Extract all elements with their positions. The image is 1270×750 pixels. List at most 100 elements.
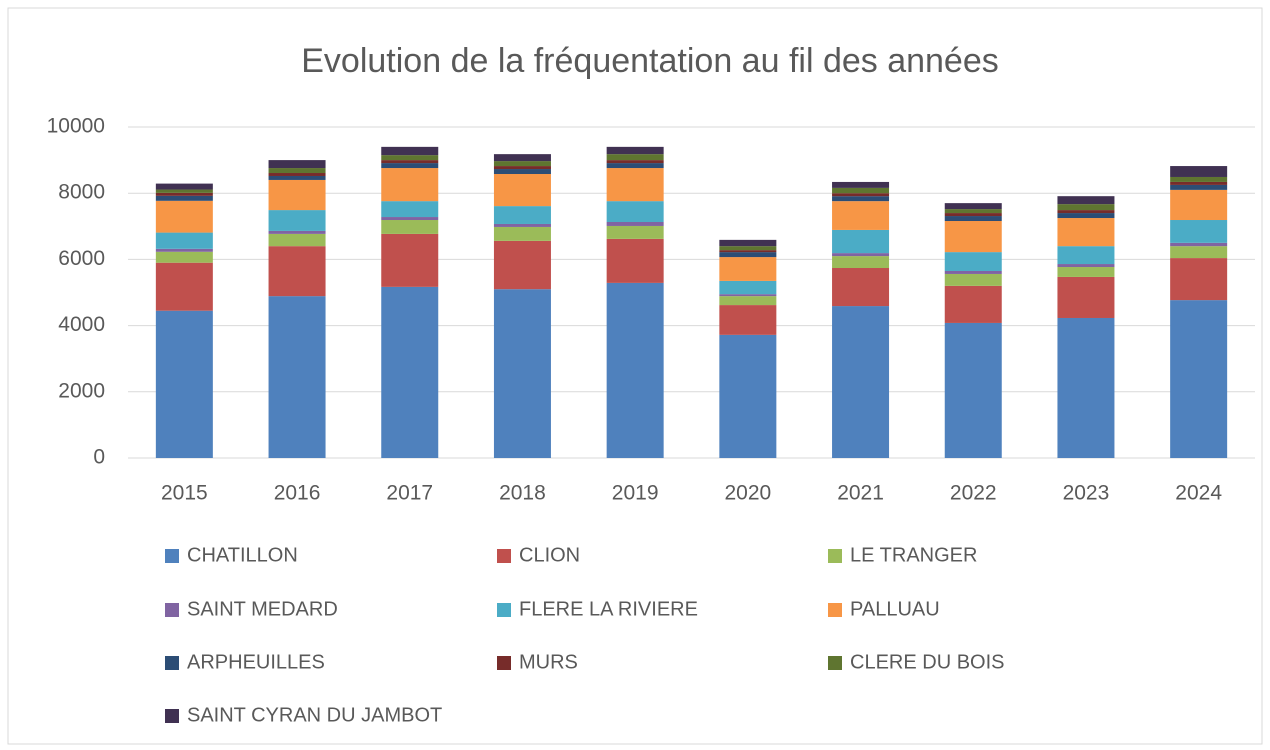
bar-segment xyxy=(268,230,326,234)
legend-label: SAINT MEDARD xyxy=(187,598,338,620)
bar-segment xyxy=(1057,196,1115,205)
bar-segment xyxy=(268,296,326,458)
bar-segment xyxy=(493,174,551,207)
bar-segment xyxy=(155,310,213,458)
bar-segment xyxy=(944,209,1002,214)
bar-segment xyxy=(268,233,326,247)
bar-segment xyxy=(944,216,1002,222)
bar-segment xyxy=(268,173,326,176)
bar-segment xyxy=(155,262,213,311)
bar-segment xyxy=(719,334,777,458)
bar-segment xyxy=(1057,317,1115,458)
bar-segment xyxy=(493,289,551,458)
legend-label: CHATILLON xyxy=(187,544,298,566)
bar-segment xyxy=(1057,246,1115,265)
bar-segment xyxy=(1170,176,1228,182)
x-tick-label: 2016 xyxy=(274,482,321,505)
bar-segment xyxy=(944,322,1002,458)
x-tick-label: 2024 xyxy=(1175,482,1222,505)
legend-swatch xyxy=(828,656,842,670)
bar-segment xyxy=(719,250,777,253)
bar-segment xyxy=(944,285,1002,323)
bar-segment xyxy=(1057,267,1115,277)
bar-segment xyxy=(719,257,777,281)
bar-segment xyxy=(832,201,890,230)
bar-segment xyxy=(1170,166,1228,177)
legend-label: CLION xyxy=(519,544,580,566)
bar-segment xyxy=(832,253,890,257)
bar-segment xyxy=(155,195,213,201)
bar-segment xyxy=(719,246,777,251)
bar-segment xyxy=(493,154,551,162)
legend-swatch xyxy=(165,603,179,617)
bar-segment xyxy=(1170,258,1228,301)
y-tick-label: 10000 xyxy=(47,115,105,138)
bar-segment xyxy=(832,306,890,458)
bar-segment xyxy=(268,246,326,297)
bar-segment xyxy=(719,296,777,306)
y-tick-label: 2000 xyxy=(58,379,105,402)
bar-segment xyxy=(381,220,439,234)
y-tick-label: 4000 xyxy=(58,313,105,336)
bar-segment xyxy=(493,223,551,227)
legend-label: PALLUAU xyxy=(850,598,940,620)
legend-label: CLERE DU BOIS xyxy=(850,651,1004,673)
bar-segment xyxy=(381,155,439,161)
bar-segment xyxy=(944,273,1002,286)
bar-segment xyxy=(1170,242,1228,247)
bar-segment xyxy=(381,168,439,202)
bar-segment xyxy=(832,187,890,194)
bar-segment xyxy=(944,203,1002,210)
bar-segment xyxy=(1170,300,1228,458)
bar-segment xyxy=(719,239,777,247)
legend-label: SAINT CYRAN DU JAMBOT xyxy=(187,704,442,726)
bar-segment xyxy=(268,168,326,174)
bar-segment xyxy=(606,225,664,239)
y-tick-label: 8000 xyxy=(58,181,105,204)
x-tick-label: 2017 xyxy=(386,482,433,505)
x-tick-label: 2022 xyxy=(950,482,997,505)
bar-segment xyxy=(155,192,213,196)
bar-segment xyxy=(606,146,664,155)
bar-segment xyxy=(719,305,777,335)
bar-segment xyxy=(493,226,551,241)
bar-segment xyxy=(1057,276,1115,318)
legend-swatch xyxy=(165,549,179,563)
x-tick-label: 2018 xyxy=(499,482,546,505)
bar-segment xyxy=(944,270,1002,274)
bar-segment xyxy=(493,240,551,290)
bar-segment xyxy=(1057,213,1115,219)
legend-label: LE TRANGER xyxy=(850,544,977,566)
bar-segment xyxy=(832,256,890,269)
legend-label: ARPHEUILLES xyxy=(187,651,325,673)
bar-segment xyxy=(832,193,890,197)
bar-segment xyxy=(268,210,326,231)
bar-segment xyxy=(719,280,777,295)
bar-segment xyxy=(606,168,664,202)
bar-segment xyxy=(606,282,664,458)
x-tick-label: 2021 xyxy=(837,482,884,505)
y-tick-label: 0 xyxy=(93,446,105,469)
bar-segment xyxy=(268,175,326,180)
legend-swatch xyxy=(828,549,842,563)
legend-swatch xyxy=(497,603,511,617)
bar-segment xyxy=(381,201,439,218)
bar-segment xyxy=(381,160,439,164)
legend-label: FLERE LA RIVIERE xyxy=(519,598,698,620)
bar-segment xyxy=(381,217,439,221)
bar-segment xyxy=(1170,189,1228,221)
bar-segment xyxy=(381,146,439,156)
bar-segment xyxy=(832,229,890,254)
bar-segment xyxy=(606,201,664,222)
chart-title: Evolution de la fréquentation au fil des… xyxy=(301,42,999,80)
bar-segment xyxy=(155,200,213,233)
bar-segment xyxy=(155,248,213,252)
bar-segment xyxy=(155,251,213,263)
legend-swatch xyxy=(497,549,511,563)
bar-segment xyxy=(719,294,777,297)
x-tick-label: 2023 xyxy=(1063,482,1110,505)
x-tick-label: 2020 xyxy=(724,482,771,505)
legend-swatch xyxy=(165,709,179,723)
bar-segment xyxy=(832,268,890,307)
